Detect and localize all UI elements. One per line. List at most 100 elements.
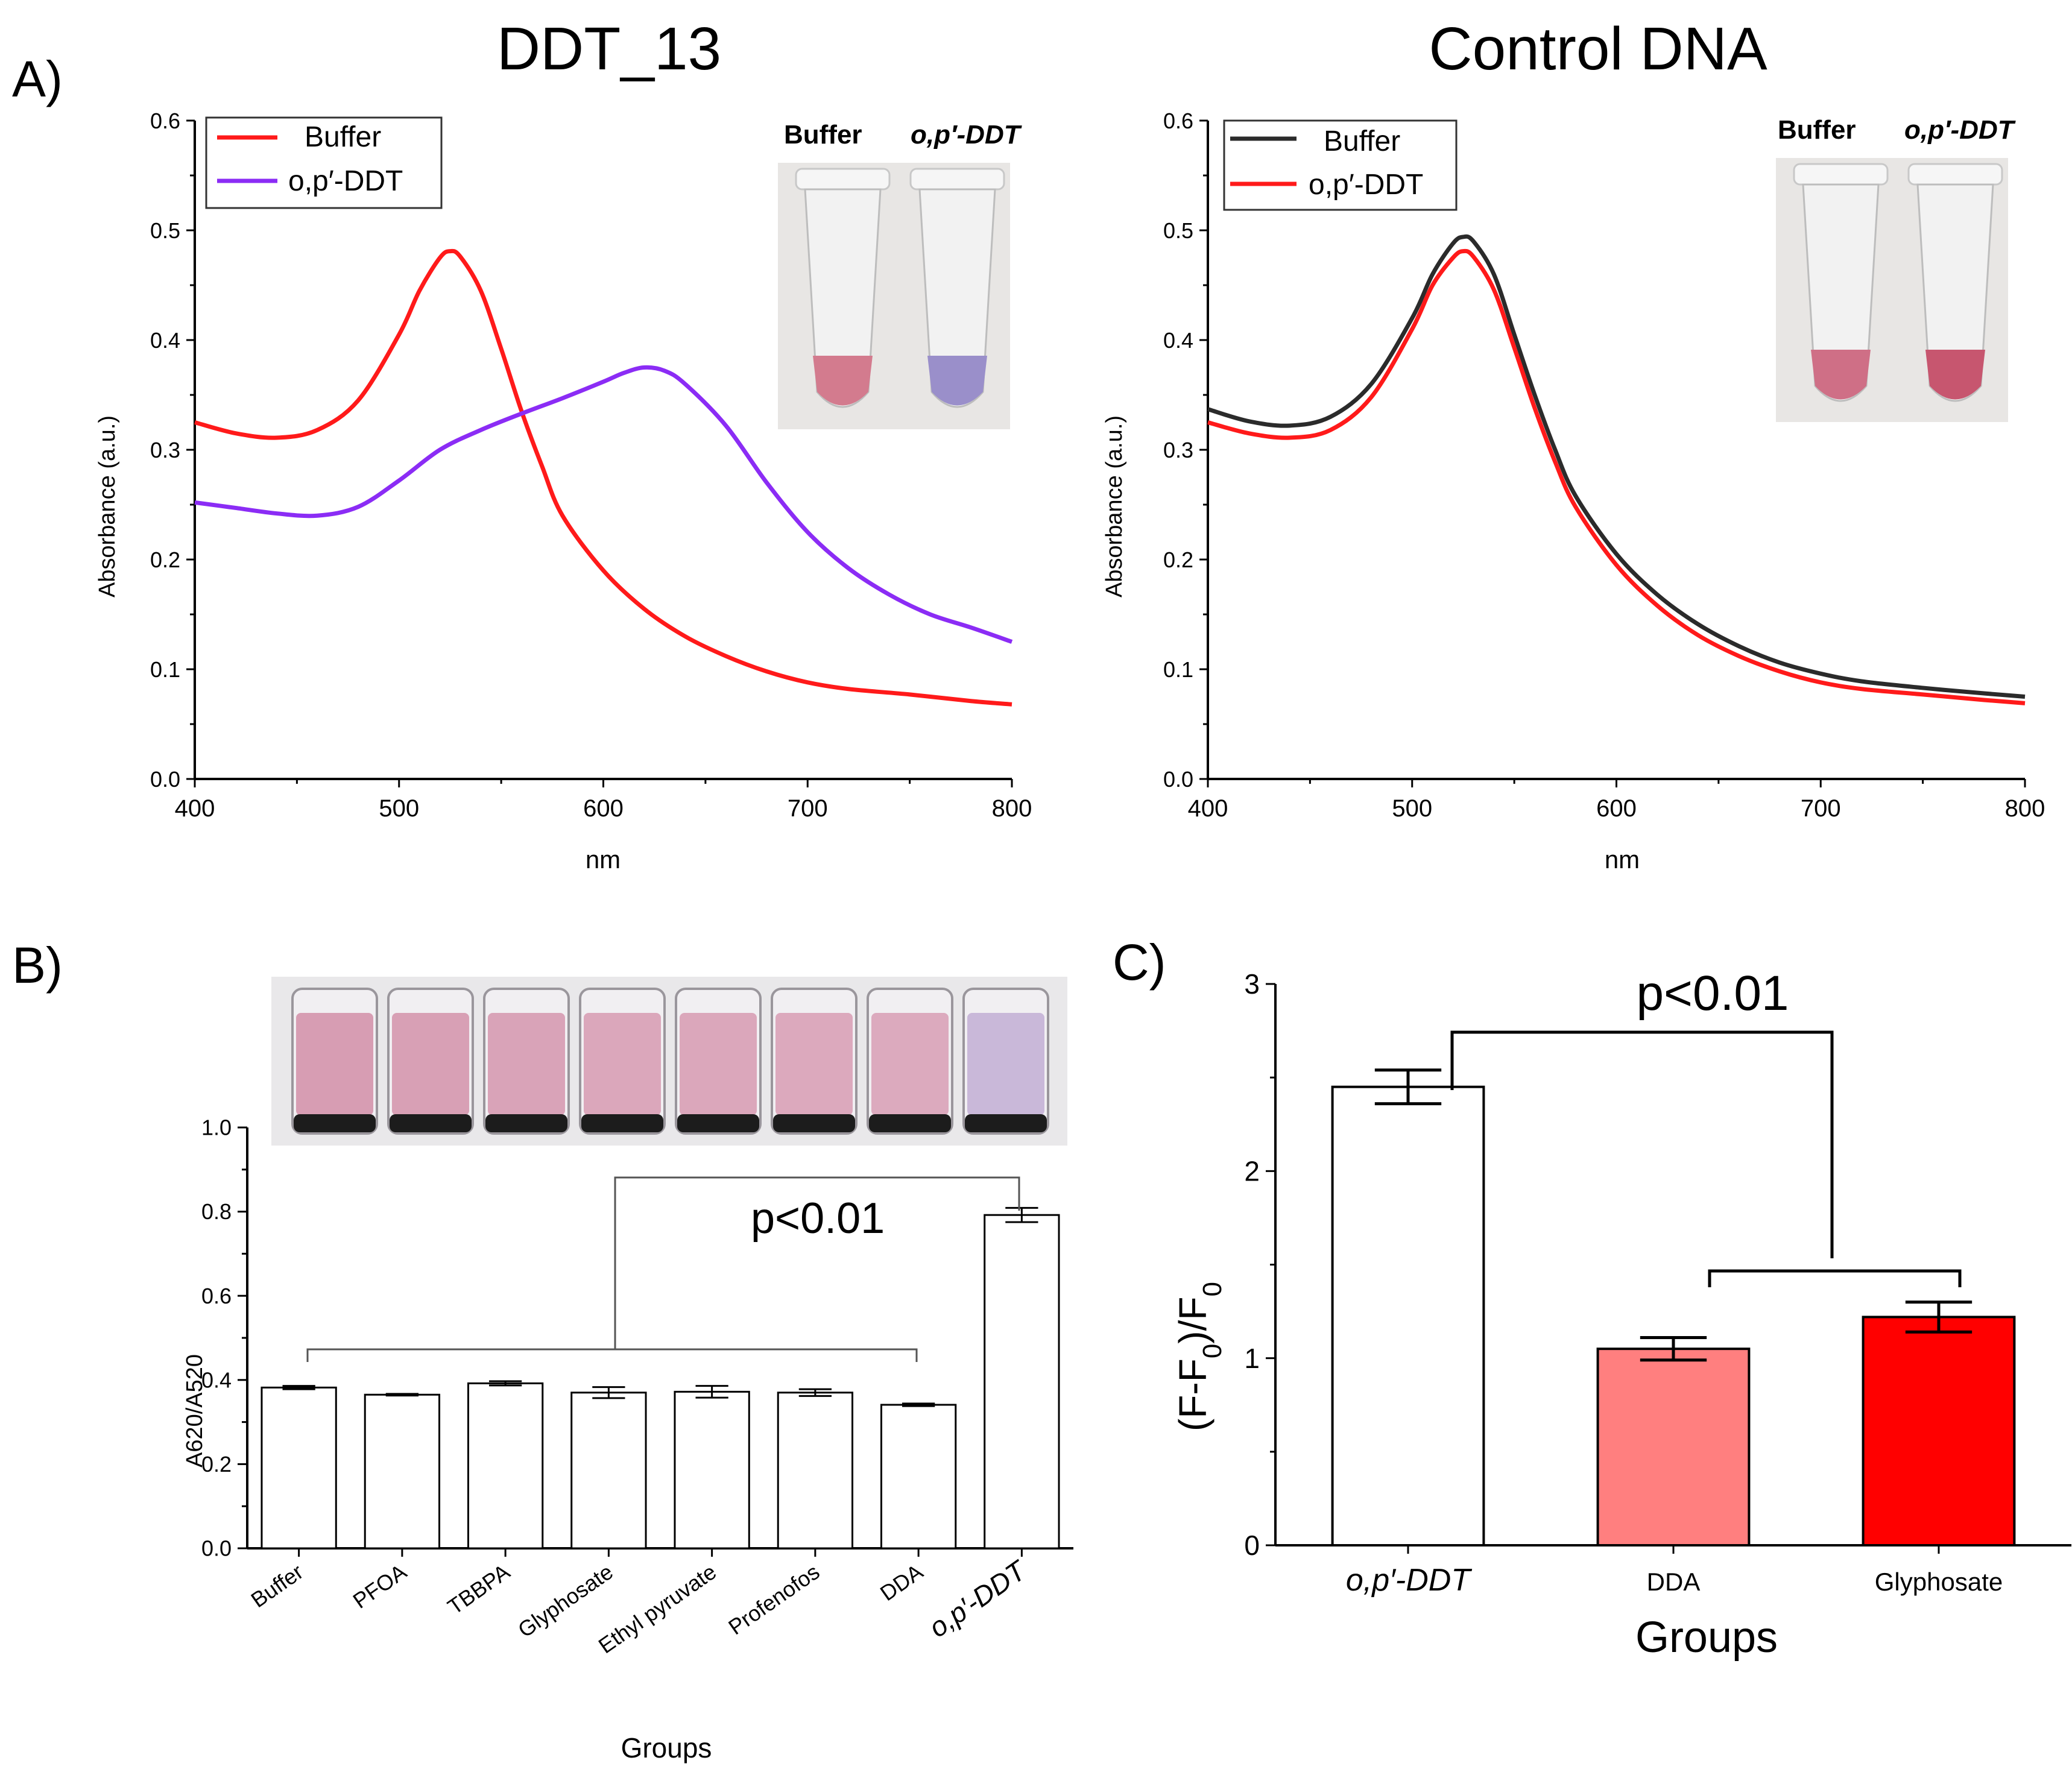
- chart-b-bracket-upper: [614, 1176, 1020, 1349]
- chart-a2: Control DNA Absorbance (a.u.) nm 400 500 6…: [1102, 15, 2045, 874]
- x-tick-label: TBBPA: [443, 1559, 514, 1619]
- error-bar-glyphosate: [1905, 1301, 1973, 1334]
- bar-o-p-ddt: [984, 1214, 1060, 1550]
- bar-dda: [1596, 1348, 1751, 1546]
- error-bar-ethyl-pyruvate: [695, 1385, 728, 1399]
- inset-a1-ddt-label: o,p′-DDT: [911, 120, 1022, 150]
- x-tick-label: 400: [175, 795, 215, 822]
- chart-a2-legend-ddt: o,p′-DDT: [1309, 169, 1423, 201]
- inset-a2-ddt-label: o,p′-DDT: [1904, 115, 2016, 145]
- y-tick-label: 0.2: [201, 1452, 232, 1477]
- x-tick-label: DDA: [876, 1559, 927, 1606]
- x-tick-label: 600: [583, 795, 624, 822]
- error-bar-buffer: [282, 1385, 315, 1390]
- y-tick-label: 0.0: [150, 767, 180, 792]
- chart-a1-legend-buffer: Buffer: [305, 121, 381, 153]
- x-tick-label: Profenofos: [724, 1559, 824, 1639]
- series-line-buffer: [1207, 234, 2026, 699]
- y-tick-label: 2: [1244, 1155, 1260, 1187]
- bar-dda: [880, 1404, 957, 1550]
- x-tick-label: Glyphosate: [1875, 1568, 2003, 1596]
- bar-ethyl-pyruvate: [674, 1390, 750, 1550]
- y-tick-label: 0.6: [1163, 109, 1193, 133]
- error-bar-o-p-ddt: [1374, 1068, 1442, 1106]
- series-line-ddt: [194, 365, 1013, 644]
- chart-a2-inset-photo: Buffer o,p′-DDT: [1776, 115, 2016, 422]
- chart-a1-ylabel: Absorbance (a.u.): [95, 415, 120, 597]
- chart-a2-legend: Buffer o,p′-DDT: [1223, 119, 1458, 211]
- panel-c-label: C): [1113, 934, 1166, 991]
- vials-row: [291, 988, 1049, 1135]
- chart-a2-ylabel: Absorbance (a.u.): [1102, 415, 1127, 597]
- chart-c-significance-text: p<0.01: [1636, 966, 1789, 1021]
- tube-buffer: [795, 168, 891, 408]
- vial-ethyl-pyruvate: [675, 988, 762, 1135]
- y-tick-label: 0.6: [150, 109, 180, 133]
- x-tick-label: 500: [1392, 795, 1432, 822]
- x-tick-label: 800: [992, 795, 1032, 822]
- error-bar-pfoa: [385, 1393, 419, 1397]
- error-bar-dda: [1640, 1336, 1707, 1362]
- y-tick-label: 0: [1244, 1530, 1260, 1561]
- chart-a2-lines: [1207, 234, 2026, 705]
- chart-b: A620/A520 Groups 0.0 0.2 0.4 0.6 0.8 1.0 Buffe…: [182, 977, 1073, 1764]
- y-tick-label: 1.0: [201, 1115, 232, 1140]
- chart-c-axes: 0 1 2 3 o,p′-DDT DDA Glyphosate: [1244, 968, 2071, 1598]
- chart-b-ylabel: A620/A520: [182, 1354, 207, 1468]
- chart-b-bracket-lower: [306, 1348, 918, 1362]
- panel-b-label: B): [12, 937, 63, 994]
- chart-a1-legend-box: [205, 116, 443, 209]
- chart-a2-title: Control DNA: [1429, 15, 1767, 83]
- y-tick-label: 3: [1244, 968, 1260, 1000]
- y-tick-label: 0.2: [1163, 547, 1193, 572]
- chart-c: (F-F0)/F0 Groups 0 1 2 3 o,p′-DDT DDA Glyphosa…: [1171, 966, 2071, 1662]
- chart-a1-inset-photo: Buffer o,p′-DDT: [778, 120, 1022, 429]
- vial-glyphosate: [579, 988, 666, 1135]
- error-bar-profenofos: [798, 1388, 832, 1397]
- chart-c-significance: p<0.01: [1450, 966, 1962, 1287]
- y-tick-label: 0.4: [150, 328, 180, 353]
- chart-a1-legend-ddt: o,p′-DDT: [288, 165, 403, 197]
- bar-o-p-ddt: [1331, 1085, 1485, 1546]
- vial-o-p-ddt: [962, 988, 1049, 1135]
- x-tick-label: 400: [1188, 795, 1228, 822]
- y-tick-label: 0.5: [150, 218, 180, 243]
- error-bar-glyphosate: [592, 1386, 625, 1399]
- chart-b-significance-text: p<0.01: [751, 1194, 885, 1243]
- vial-dda: [867, 988, 953, 1135]
- y-tick-label: 1: [1244, 1343, 1260, 1374]
- chart-a2-xlabel: nm: [1605, 845, 1640, 874]
- vial-pfoa: [387, 988, 474, 1135]
- chart-c-ylabel: (F-F0)/F0: [1171, 1282, 1227, 1431]
- bar-glyphosate: [1862, 1316, 2016, 1546]
- chart-a1-xlabel: nm: [586, 845, 621, 874]
- vial-tbbpa: [483, 988, 570, 1135]
- chart-a2-axes: 400 500 600 700 800 0.0 0.1 0.2 0.3 0.4 0.5 0.6: [1163, 109, 2045, 822]
- chart-a1-title: DDT_13: [497, 15, 721, 83]
- y-tick-label: 0.2: [150, 547, 180, 572]
- series-line-ddt: [1207, 248, 2026, 705]
- x-tick-label: 700: [788, 795, 828, 822]
- chart-b-significance: p<0.01: [306, 1176, 1020, 1362]
- x-tick-label: DDA: [1647, 1568, 1701, 1596]
- y-tick-label: 0.1: [150, 657, 180, 682]
- x-tick-label: o,p′-DDT: [1346, 1563, 1472, 1598]
- bar-pfoa: [364, 1393, 441, 1550]
- bar-buffer: [261, 1386, 337, 1550]
- y-tick-label: 0.8: [201, 1199, 232, 1224]
- x-tick-label: 800: [2005, 795, 2045, 822]
- tube-control-buffer: [1793, 163, 1889, 402]
- vial-buffer: [291, 988, 378, 1135]
- y-tick-label: 0.1: [1163, 657, 1193, 682]
- y-tick-label: 0.0: [201, 1536, 232, 1561]
- error-bar-o-p-ddt: [1005, 1206, 1038, 1223]
- chart-c-xlabel: Groups: [1635, 1613, 1778, 1662]
- chart-b-vials-photo: [271, 977, 1067, 1146]
- y-tick-label: 0.6: [201, 1284, 232, 1308]
- x-tick-label: 500: [379, 795, 419, 822]
- vial-profenofos: [771, 988, 858, 1135]
- y-tick-label: 0.0: [1163, 767, 1193, 792]
- y-tick-label: 0.5: [1163, 218, 1193, 243]
- chart-b-bars: [261, 1206, 1060, 1550]
- chart-b-xlabel: Groups: [621, 1732, 712, 1764]
